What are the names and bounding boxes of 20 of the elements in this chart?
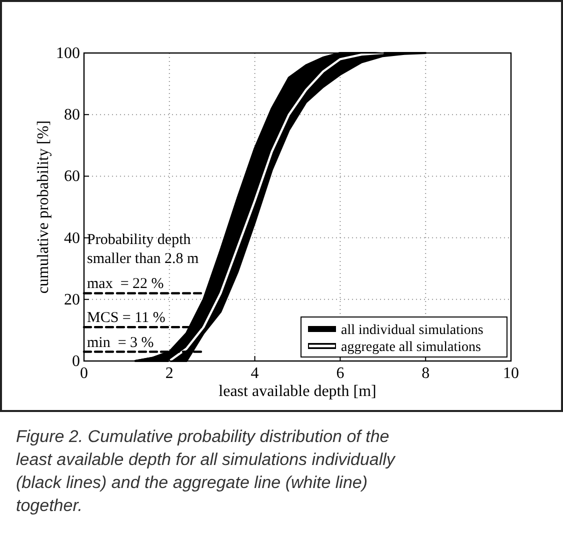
x-tick-label: 6 bbox=[336, 365, 344, 382]
x-axis-title: least available depth [m] bbox=[218, 383, 376, 400]
y-tick-label: 20 bbox=[64, 291, 80, 308]
annotation: min = 3 % bbox=[87, 334, 154, 351]
legend-label: all individual simulations bbox=[341, 323, 484, 338]
y-tick-label: 60 bbox=[64, 168, 80, 186]
legend-label: aggregate all simulations bbox=[341, 340, 481, 355]
caption: Figure 2. Cumulative probability distribution of the least available depth for all simulations individually (black lines) and the aggregate line (white line) together. bbox=[16, 427, 396, 515]
x-tick-label: 8 bbox=[422, 365, 430, 382]
y-tick-label: 80 bbox=[64, 106, 80, 124]
x-tick-label: 4 bbox=[250, 365, 259, 382]
y-axis-title: cumulative probability [%] bbox=[35, 120, 52, 294]
y-tick-label: 0 bbox=[72, 353, 80, 370]
annotation: Probability depth smaller than 2.8 m bbox=[87, 232, 199, 267]
y-tick-label: 100 bbox=[56, 45, 80, 62]
x-tick-label: 2 bbox=[165, 365, 174, 382]
y-tick-label: 40 bbox=[64, 230, 80, 247]
annotation: max = 22 % bbox=[87, 276, 164, 292]
annotation: MCS = 11 % bbox=[87, 310, 166, 326]
x-tick-label: 10 bbox=[503, 365, 519, 382]
